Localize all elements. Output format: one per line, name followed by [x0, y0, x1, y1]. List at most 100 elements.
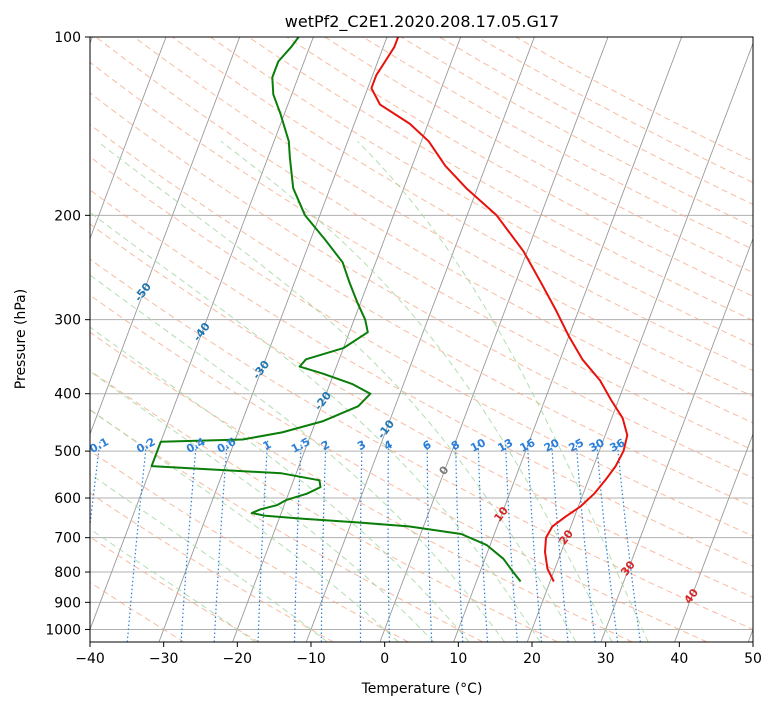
isotherm-label: -30 — [250, 358, 273, 382]
moist-adiabat — [90, 326, 470, 642]
x-tick-label: 40 — [670, 651, 688, 667]
y-tick-label: 100 — [54, 30, 81, 46]
moist-adiabat — [90, 528, 256, 642]
dry-adiabat — [90, 61, 753, 451]
dry-adiabat — [362, 37, 753, 250]
isotherm-label: 0 — [437, 463, 452, 477]
dry-adiabat — [90, 536, 260, 642]
moist-adiabat — [90, 473, 328, 642]
dry-adiabat — [90, 189, 753, 567]
isotherm-line — [305, 37, 535, 642]
dry-adiabat — [90, 294, 708, 642]
chart-title: wetPf2_C2E1.2020.208.17.05.G17 — [285, 12, 559, 32]
mixing-ratio-label: 13 — [496, 436, 516, 455]
x-tick-label: −30 — [149, 651, 179, 667]
x-tick-label: 0 — [380, 651, 389, 667]
mixing-ratio-label: 0.6 — [215, 435, 239, 456]
mixing-ratio-label: 30 — [587, 436, 607, 455]
dry-adiabat — [90, 258, 753, 630]
isotherm-label: -50 — [132, 280, 155, 304]
dry-adiabat — [90, 409, 484, 642]
axes-frame — [89, 36, 754, 643]
mixing-ratio-line — [575, 440, 596, 642]
moist-adiabat — [90, 274, 505, 642]
dry-adiabat — [439, 37, 753, 205]
isotherm-line — [379, 37, 609, 642]
y-tick-label: 800 — [54, 565, 81, 581]
dry-adiabat — [90, 92, 753, 479]
mixing-ratio-line — [387, 440, 390, 642]
mixing-ratio-line — [595, 440, 619, 642]
moist-adiabat — [90, 408, 399, 642]
dry-adiabat — [172, 37, 753, 372]
isotherm-line — [90, 37, 241, 436]
dry-adiabat — [515, 37, 753, 162]
x-tick-label: −10 — [296, 651, 326, 667]
isotherm-line — [526, 41, 753, 642]
y-tick-label: 400 — [54, 387, 81, 403]
mixing-ratio-line — [126, 440, 148, 642]
mixing-ratio-label: 0.1 — [88, 435, 111, 456]
mixing-ratio-label: 20 — [542, 436, 562, 455]
dewpoint-profile — [150, 37, 522, 583]
y-tick-label: 500 — [54, 444, 81, 460]
isotherm-line — [453, 37, 683, 642]
y-tick-label: 1000 — [45, 622, 81, 638]
y-axis-label: Pressure (hPa) — [13, 289, 29, 389]
mixing-ratio-line — [426, 440, 433, 642]
moist-adiabat — [97, 140, 577, 642]
dry-adiabat — [248, 37, 753, 321]
isotherm-line — [747, 628, 753, 642]
isotherm-line — [90, 37, 314, 631]
temperature-profile — [370, 37, 629, 582]
dry-adiabat — [90, 123, 753, 508]
x-tick-label: 30 — [597, 651, 615, 667]
dry-adiabat — [90, 223, 753, 598]
isotherm-line — [158, 37, 388, 642]
dry-adiabat — [90, 369, 558, 642]
dry-adiabat — [133, 37, 753, 397]
mixing-ratio-line — [526, 440, 543, 642]
moist-adiabat — [357, 140, 649, 642]
x-tick-label: 50 — [744, 651, 762, 667]
mixing-ratio-line — [213, 440, 228, 642]
mixing-ratio-line — [180, 440, 198, 642]
moist-adiabat — [220, 140, 613, 642]
y-tick-label: 600 — [54, 491, 81, 507]
mixing-ratio-label: 36 — [608, 436, 628, 455]
mixing-ratio-label: 0.4 — [184, 435, 208, 456]
mixing-ratio-line — [616, 440, 641, 642]
isotherm-line — [674, 432, 753, 642]
isotherm-label: -40 — [191, 320, 214, 344]
y-tick-label: 900 — [54, 595, 81, 611]
isotherm-line — [90, 37, 167, 240]
plot-background-lines — [90, 37, 753, 642]
isotherm-label: 40 — [681, 586, 701, 606]
mixing-ratio-line — [293, 440, 302, 642]
isotherm-label: -10 — [375, 417, 398, 441]
mixing-ratio-label: 10 — [468, 436, 488, 455]
y-tick-label: 200 — [54, 208, 81, 224]
mixing-ratio-label: 25 — [566, 436, 586, 455]
x-tick-label: 10 — [449, 651, 467, 667]
x-tick-label: −20 — [223, 651, 253, 667]
mixing-ratio-line — [359, 440, 363, 642]
mixing-ratio-line — [257, 440, 269, 642]
mixing-ratio-label: 16 — [518, 436, 538, 455]
y-tick-label: 700 — [54, 531, 81, 547]
isotherm-label: -20 — [312, 389, 335, 413]
isotherm-line — [600, 237, 753, 642]
dry-adiabat — [90, 156, 753, 537]
isotherm-line — [232, 37, 462, 642]
mixing-ratio-line — [504, 440, 518, 642]
mixing-ratio-label: 0.2 — [134, 435, 157, 456]
mixing-ratio-line — [477, 440, 489, 642]
mixing-ratio-line — [550, 440, 569, 642]
y-tick-label: 300 — [54, 313, 81, 329]
dry-adiabat — [286, 37, 753, 297]
dry-adiabat — [90, 492, 334, 642]
x-tick-label: 20 — [523, 651, 541, 667]
isotherm-label: 10 — [491, 504, 511, 524]
isotherm-label: 20 — [556, 527, 576, 547]
